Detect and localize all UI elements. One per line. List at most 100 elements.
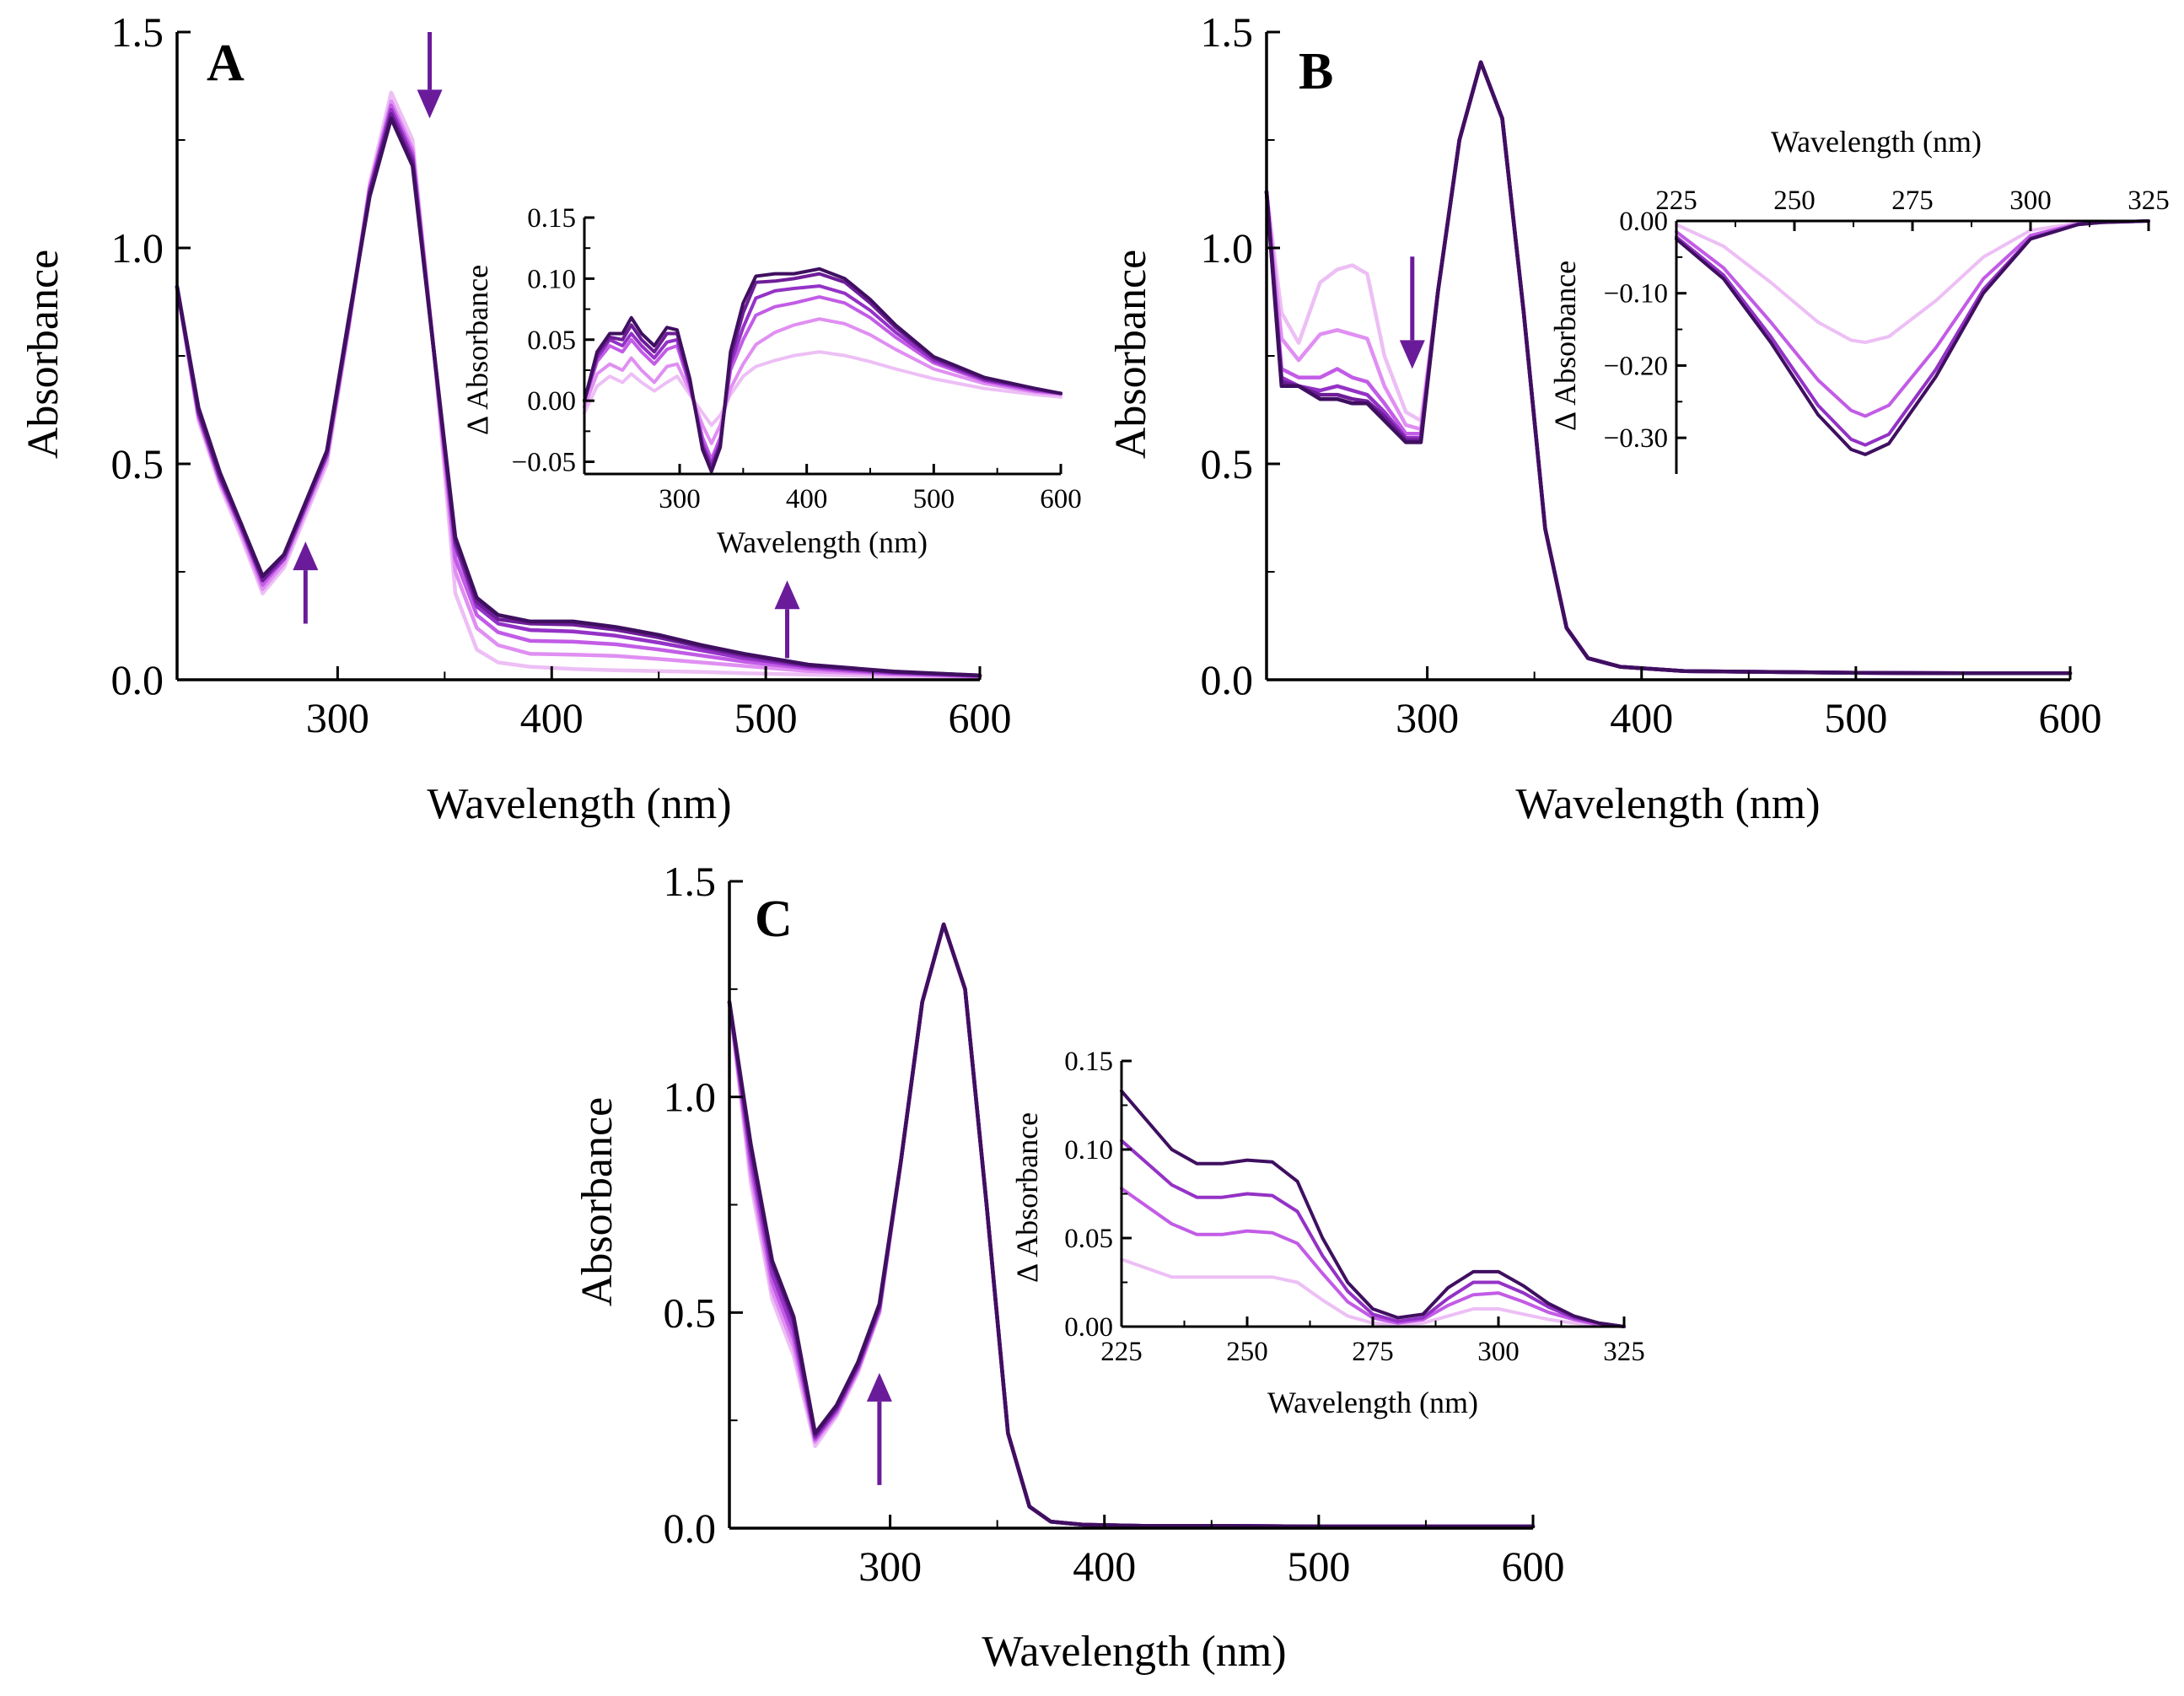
x-tick-label-a: 500 — [734, 694, 798, 741]
x-tick-label-b: 600 — [2039, 694, 2102, 741]
inset-x-tick-label-b: 275 — [1891, 186, 1934, 216]
inset-x-tick-label-a: 300 — [659, 484, 701, 514]
panel-label-c: C — [755, 891, 793, 948]
main-plot-c: 300 400 500 600 0.0 0.5 1.0 1.5 — [664, 858, 1565, 1590]
x-tick-label-a: 300 — [306, 694, 369, 741]
x-axis-title-a: Wavelength (nm) — [427, 780, 731, 828]
x-axis-title-c: Wavelength (nm) — [982, 1628, 1286, 1676]
x-tick-label-b: 400 — [1610, 694, 1673, 741]
inset-x-axis-title-b: Wavelength (nm) — [1771, 125, 1982, 159]
inset-x-tick-label-c: 325 — [1603, 1337, 1645, 1367]
inset-y-tick-label-c: 0.15 — [1064, 1047, 1113, 1077]
inset-series-line-a-6 — [583, 267, 1062, 474]
series-line-a-4 — [175, 107, 982, 678]
y-tick-label-c: 0.5 — [664, 1289, 717, 1336]
inset-x-tick-label-c: 250 — [1226, 1337, 1268, 1367]
inset-x-tick-label-a: 600 — [1040, 484, 1082, 514]
inset-series-line-c-2 — [1120, 1187, 1626, 1328]
inset-x-axis-title-c: Wavelength (nm) — [1267, 1386, 1478, 1419]
y-tick-label-b: 1.0 — [1201, 224, 1254, 272]
y-tick-label-c: 1.0 — [664, 1074, 717, 1121]
y-tick-label-c: 1.5 — [664, 858, 717, 905]
main-plot-a: 300 400 500 600 0.0 0.5 1.0 1.5 — [111, 8, 1012, 741]
inset-y-tick-label-a: 0.15 — [527, 203, 576, 234]
trend-arrow-head-a-2 — [293, 541, 319, 571]
inset-plot-c: 225 250 275 300 325 0.00 0.05 0.10 0.15 — [1064, 1047, 1645, 1367]
x-tick-label-c: 500 — [1287, 1543, 1350, 1590]
inset-x-tick-label-a: 400 — [786, 484, 828, 514]
inset-x-tick-label-c: 225 — [1100, 1337, 1143, 1367]
panel-label-a: A — [207, 35, 245, 92]
panel-b: 300 400 500 600 0.0 0.5 1.0 1.5 225 250 275 300 325… — [1107, 8, 2170, 828]
y-tick-label-c: 0.0 — [664, 1505, 717, 1552]
y-tick-label-b: 0.0 — [1201, 656, 1254, 703]
y-tick-label-a: 1.0 — [111, 224, 164, 272]
series-line-a-3 — [175, 103, 982, 679]
inset-x-tick-label-b: 300 — [2009, 186, 2052, 216]
x-tick-label-c: 600 — [1502, 1543, 1565, 1590]
y-axis-title-b: Absorbance — [1107, 250, 1155, 459]
series-line-c-5 — [727, 922, 1536, 1529]
inset-y-axis-title-a: Δ Absorbance — [460, 265, 494, 435]
inset-y-tick-label-a: 0.00 — [527, 386, 576, 417]
trend-arrow-head-a-3 — [774, 580, 800, 610]
inset-x-tick-label-b: 250 — [1773, 186, 1816, 216]
inset-series-line-c-1 — [1120, 1257, 1626, 1328]
trend-arrow-head-a-1 — [417, 89, 443, 119]
series-line-c-1 — [727, 922, 1536, 1529]
inset-x-tick-label-c: 275 — [1352, 1337, 1394, 1367]
inset-x-tick-label-c: 300 — [1477, 1337, 1520, 1367]
inset-y-tick-label-c: 0.05 — [1064, 1224, 1113, 1254]
y-tick-label-b: 1.5 — [1201, 8, 1254, 56]
series-line-a-1 — [175, 90, 982, 680]
x-axis-title-b: Wavelength (nm) — [1515, 780, 1820, 828]
inset-y-tick-label-b: −0.30 — [1604, 423, 1668, 454]
y-tick-label-a: 0.0 — [111, 656, 164, 703]
y-axis-title-c: Absorbance — [573, 1097, 621, 1306]
y-tick-label-b: 0.5 — [1201, 440, 1254, 487]
x-tick-label-c: 400 — [1073, 1543, 1136, 1590]
inset-y-tick-label-b: 0.00 — [1619, 207, 1668, 237]
inset-series-line-c-4 — [1120, 1089, 1626, 1328]
x-tick-label-a: 600 — [949, 694, 1012, 741]
inset-y-tick-label-b: −0.20 — [1604, 351, 1668, 381]
series-line-a-5 — [175, 112, 982, 678]
main-plot-b: 300 400 500 600 0.0 0.5 1.0 1.5 — [1201, 8, 2102, 741]
inset-y-axis-title-c: Δ Absorbance — [1010, 1112, 1044, 1283]
series-line-a-2 — [175, 99, 982, 679]
inset-x-tick-label-a: 500 — [913, 484, 955, 514]
inset-series-line-a-4 — [583, 284, 1062, 466]
inset-y-tick-label-a: 0.05 — [527, 326, 576, 356]
x-tick-label-b: 300 — [1396, 694, 1459, 741]
x-tick-label-b: 500 — [1824, 694, 1887, 741]
series-line-b-6 — [1264, 60, 2073, 676]
inset-x-tick-label-b: 225 — [1655, 186, 1697, 216]
x-tick-label-a: 400 — [520, 694, 584, 741]
inset-y-tick-label-c: 0.10 — [1064, 1135, 1113, 1166]
series-line-a-6 — [175, 116, 982, 678]
series-line-c-2 — [727, 922, 1536, 1529]
series-line-c-3 — [727, 922, 1536, 1529]
inset-series-line-c-3 — [1120, 1139, 1626, 1328]
panel-c: 300 400 500 600 0.0 0.5 1.0 1.5 225 250 275 300 325… — [573, 858, 1645, 1676]
inset-series-line-b-1 — [1675, 219, 2150, 344]
inset-x-axis-title-a: Wavelength (nm) — [717, 525, 928, 559]
inset-y-tick-label-b: −0.10 — [1604, 279, 1668, 310]
y-axis-title-a: Absorbance — [19, 250, 67, 459]
trend-arrow-head-b-1 — [1399, 340, 1425, 369]
inset-plot-b: 225 250 275 300 325 0.00 −0.10 −0.20 −0.30 — [1604, 186, 2170, 474]
inset-y-tick-label-a: 0.10 — [527, 264, 576, 294]
panel-a: 300 400 500 600 0.0 0.5 1.0 1.5 300 400 500 600 −0.… — [19, 8, 1082, 828]
series-line-c-6 — [727, 922, 1536, 1529]
inset-x-tick-label-b: 325 — [2128, 186, 2170, 216]
series-line-c-4 — [727, 922, 1536, 1529]
inset-y-tick-label-a: −0.05 — [512, 448, 576, 478]
inset-series-line-a-5 — [583, 272, 1062, 470]
inset-plot-a: 300 400 500 600 −0.05 0.00 0.05 0.10 0.15 — [512, 203, 1082, 514]
y-tick-label-a: 1.5 — [111, 8, 164, 56]
y-tick-label-a: 0.5 — [111, 440, 164, 487]
trend-arrow-head-c-1 — [866, 1372, 892, 1402]
x-tick-label-c: 300 — [858, 1543, 922, 1590]
inset-y-tick-label-c: 0.00 — [1064, 1312, 1113, 1343]
